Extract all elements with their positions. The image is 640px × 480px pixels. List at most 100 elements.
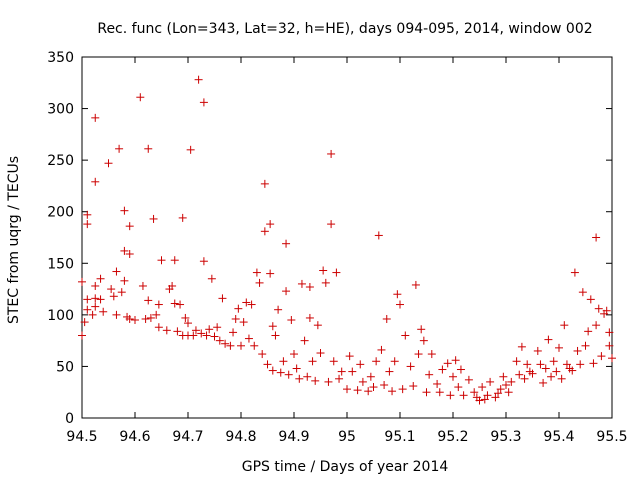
data-point bbox=[327, 149, 336, 158]
data-point bbox=[348, 367, 357, 376]
data-point bbox=[168, 281, 177, 290]
data-point bbox=[250, 341, 259, 350]
y-axis-label: STEC from uqrg / TECUs bbox=[6, 156, 22, 324]
data-point bbox=[303, 372, 312, 381]
data-point bbox=[104, 159, 113, 168]
data-point bbox=[353, 386, 362, 395]
data-point bbox=[215, 336, 224, 345]
data-point bbox=[549, 357, 558, 366]
data-point bbox=[324, 377, 333, 386]
data-point bbox=[170, 299, 179, 308]
data-point bbox=[573, 346, 582, 355]
data-point bbox=[290, 350, 298, 359]
x-tick-label: 94.9 bbox=[278, 429, 309, 445]
data-point bbox=[393, 290, 402, 299]
data-point bbox=[578, 288, 587, 297]
data-point bbox=[131, 316, 139, 325]
x-tick-label: 95 bbox=[338, 429, 356, 445]
data-point bbox=[520, 374, 529, 383]
x-axis: 94.5 94.6 94.7 94.8 94.9 95 95.1 95.2 95.3 95.4 95… bbox=[66, 57, 628, 445]
data-point bbox=[205, 325, 214, 334]
data-point bbox=[515, 370, 524, 379]
data-point bbox=[502, 380, 510, 389]
data-point bbox=[234, 304, 243, 313]
data-point bbox=[411, 280, 420, 289]
data-point bbox=[210, 332, 219, 341]
data-point bbox=[605, 328, 614, 337]
data-point bbox=[422, 388, 431, 397]
data-point bbox=[120, 206, 129, 215]
data-point bbox=[329, 357, 338, 366]
data-point bbox=[274, 305, 283, 314]
data-point bbox=[91, 294, 100, 303]
data-point bbox=[512, 357, 521, 366]
data-point bbox=[99, 307, 108, 316]
data-point bbox=[321, 278, 330, 287]
data-point bbox=[120, 246, 129, 255]
data-point bbox=[570, 268, 579, 277]
data-point bbox=[287, 316, 296, 325]
data-point bbox=[425, 370, 434, 379]
x-tick-label: 95.2 bbox=[437, 429, 468, 445]
data-point bbox=[327, 220, 336, 229]
data-point bbox=[242, 298, 251, 307]
y-tick-label: 200 bbox=[47, 205, 74, 221]
data-point bbox=[297, 279, 306, 288]
data-point bbox=[427, 350, 436, 359]
data-point bbox=[568, 366, 577, 375]
data-point bbox=[78, 331, 86, 340]
plot-frame bbox=[81, 56, 613, 419]
data-point bbox=[552, 367, 561, 376]
data-point bbox=[91, 302, 100, 311]
data-point bbox=[96, 274, 105, 283]
data-point bbox=[186, 145, 195, 154]
data-point bbox=[83, 210, 92, 219]
x-tick-label: 95.3 bbox=[490, 429, 521, 445]
data-point bbox=[449, 372, 457, 381]
data-point bbox=[258, 350, 267, 359]
data-point bbox=[107, 285, 116, 294]
data-point bbox=[369, 383, 378, 392]
data-point bbox=[396, 300, 404, 309]
data-point bbox=[499, 372, 508, 381]
data-point bbox=[555, 343, 563, 352]
data-point bbox=[605, 341, 614, 350]
data-point bbox=[380, 380, 389, 389]
data-point bbox=[454, 383, 463, 392]
data-point bbox=[141, 314, 150, 323]
data-point bbox=[398, 385, 407, 394]
data-point bbox=[589, 359, 598, 368]
x-tick-label: 94.6 bbox=[119, 429, 150, 445]
data-point bbox=[581, 341, 590, 350]
data-point bbox=[146, 313, 155, 322]
data-point bbox=[266, 269, 275, 278]
data-point bbox=[91, 281, 100, 290]
data-point bbox=[83, 220, 92, 229]
data-point bbox=[576, 360, 585, 369]
data-point bbox=[138, 281, 147, 290]
data-point bbox=[178, 213, 187, 222]
data-point bbox=[388, 387, 397, 396]
data-point bbox=[144, 144, 153, 153]
data-point bbox=[271, 331, 280, 340]
data-point bbox=[191, 326, 200, 335]
data-point bbox=[382, 314, 391, 323]
data-point bbox=[356, 360, 365, 369]
data-point bbox=[586, 295, 595, 304]
data-point bbox=[117, 288, 126, 297]
data-point bbox=[507, 377, 516, 386]
data-point bbox=[366, 372, 375, 381]
data-point bbox=[475, 396, 484, 405]
data-point bbox=[202, 331, 211, 340]
y-axis: 0 50 100 150 200 250 300 350 bbox=[47, 50, 612, 427]
data-point bbox=[279, 357, 288, 366]
data-point bbox=[316, 349, 325, 358]
data-point bbox=[584, 327, 593, 336]
data-point bbox=[343, 385, 351, 394]
y-tick-label: 100 bbox=[47, 308, 74, 324]
data-point bbox=[459, 391, 468, 400]
data-point bbox=[385, 367, 394, 376]
data-point bbox=[560, 321, 569, 330]
x-tick-label: 94.5 bbox=[66, 429, 97, 445]
